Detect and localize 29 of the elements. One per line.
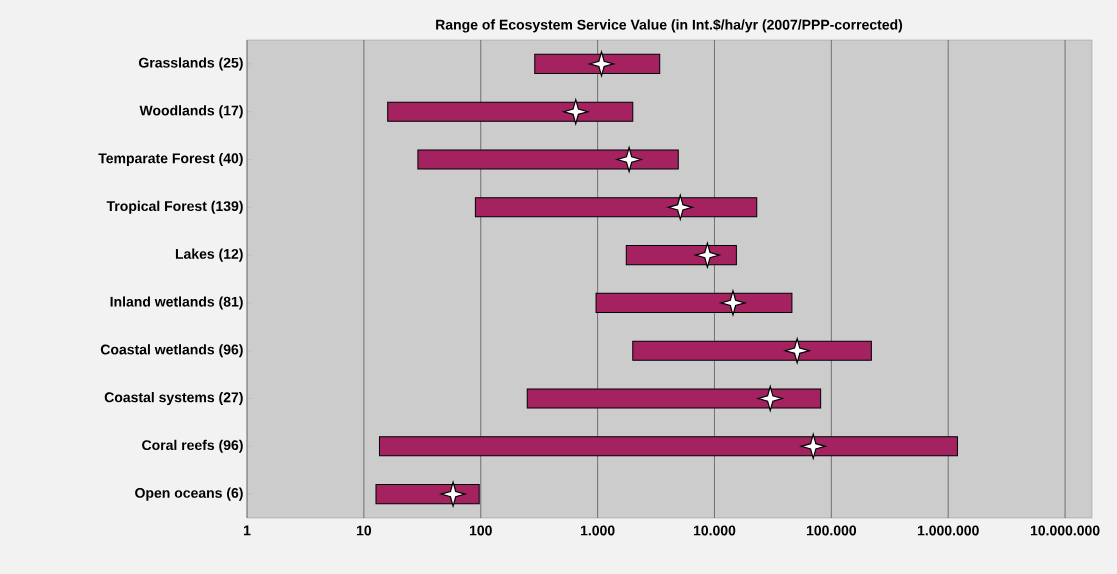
- bar: [534, 53, 661, 74]
- x-tick-label: 1.000.000: [917, 525, 979, 536]
- bar: [378, 436, 958, 457]
- y-tick-label: Open oceans (6): [135, 487, 243, 501]
- bar: [595, 292, 793, 313]
- bar: [625, 245, 737, 266]
- x-tick-label: 100: [469, 525, 492, 536]
- y-tick-label: Coral reefs (96): [142, 439, 243, 453]
- bar: [375, 484, 480, 505]
- y-tick-label: Grasslands (25): [139, 57, 243, 71]
- x-tick-label: 10.000: [693, 525, 736, 536]
- y-tick-label: Tropical Forest (139): [106, 200, 243, 214]
- y-tick-label: Coastal systems (27): [104, 391, 243, 406]
- x-tick-label: 100.000: [806, 525, 857, 536]
- y-tick-label: Temparate Forest (40): [98, 152, 243, 167]
- x-tick-label: 10: [356, 525, 372, 536]
- x-tick-label: 1: [243, 525, 251, 536]
- bar: [417, 149, 679, 170]
- y-tick-label: Inland wetlands (81): [110, 296, 243, 310]
- chart-title: Range of Ecosystem Service Value (in Int.$/ha/yr (2007/PPP-corrected): [436, 19, 903, 33]
- x-tick-label: 10.000.000: [1030, 525, 1100, 536]
- x-tick-label: 1.000: [580, 525, 615, 536]
- bar: [526, 388, 822, 409]
- bar: [387, 101, 634, 122]
- bar: [632, 340, 872, 361]
- bar: [474, 197, 758, 218]
- y-tick-label: Lakes (12): [175, 248, 243, 262]
- y-tick-label: Woodlands (17): [139, 105, 243, 119]
- y-tick-label: Coastal wetlands (96): [100, 344, 243, 358]
